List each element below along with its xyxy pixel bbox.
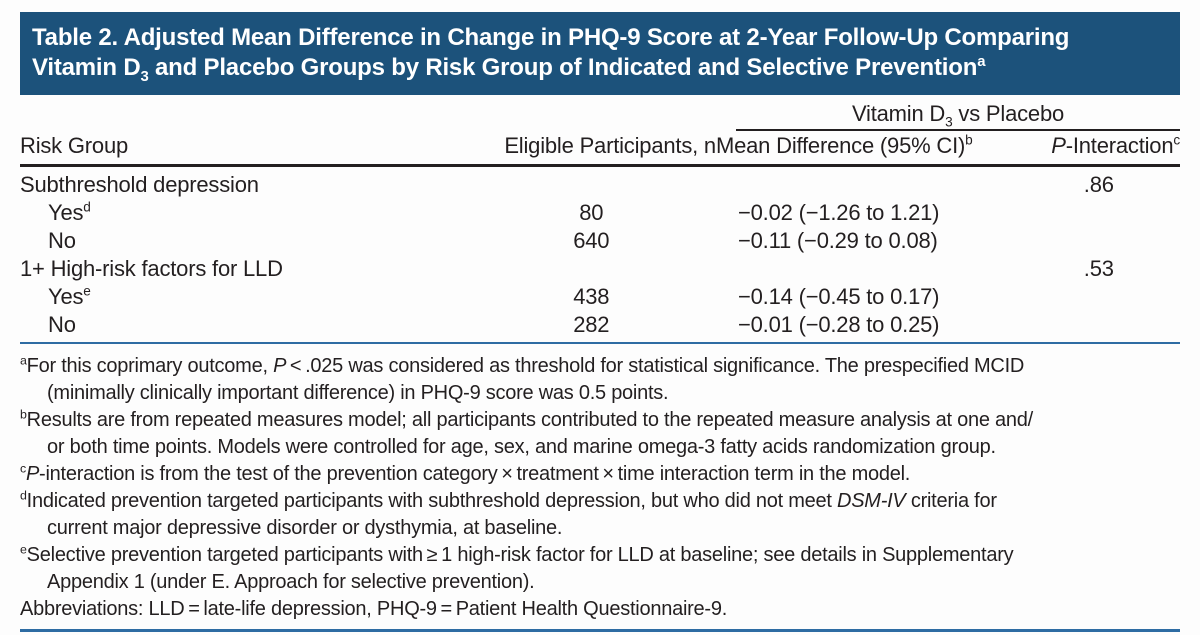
table-row-subthreshold-depression: Subthreshold depression .86: [20, 166, 1180, 200]
footnote-c-marker: c: [20, 461, 26, 476]
footnote-a: aFor this coprimary outcome, P < .025 wa…: [20, 353, 1025, 404]
p-interaction-cell: .86: [1083, 172, 1114, 197]
n-cell: 438: [573, 284, 610, 309]
table-title-line2: Vitamin D3 and Placebo Groups by Risk Gr…: [32, 54, 986, 84]
risk-group-cell: Yese: [48, 283, 91, 309]
table-title-bar: Table 2. Adjusted Mean Difference in Cha…: [20, 12, 1180, 95]
title-footnote-marker: a: [977, 54, 986, 70]
table-row-high-risk-factors: 1+ High-risk factors for LLD .53: [20, 255, 1180, 283]
mean-diff-cell: −0.02 (−1.26 to 1.21): [737, 200, 940, 225]
span-header-spacer: [20, 99, 716, 131]
footnote-e: eSelective prevention targeted participa…: [20, 542, 1014, 593]
abbreviations-line: Abbreviations: LLD = late-life depressio…: [20, 598, 728, 620]
footnote-a-marker: a: [20, 353, 27, 368]
footnote-d: dIndicated prevention targeted participa…: [20, 488, 997, 539]
n-cell: [467, 166, 716, 200]
n-cell: [467, 255, 716, 283]
span-header-row: Vitamin D3 vs Placebo: [20, 99, 1180, 131]
p-interaction-cell: [1018, 227, 1180, 255]
n-cell: 640: [573, 228, 610, 253]
risk-group-header: Risk Group: [20, 131, 467, 167]
results-table: Vitamin D3 vs Placebo Risk Group Eligibl…: [20, 99, 1180, 344]
yes-footnote-marker-e: e: [83, 283, 91, 299]
footnotes-block: aFor this coprimary outcome, P < .025 wa…: [20, 353, 1180, 623]
table-row-subthreshold-no: No 640 −0.11 (−0.29 to 0.08): [20, 227, 1180, 255]
footnote-b: bResults are from repeated measures mode…: [20, 407, 1033, 458]
mean-diff-cell: −0.01 (−0.28 to 0.25): [715, 311, 1018, 344]
mean-diff-cell: [716, 255, 1018, 283]
p-interaction-cell: [1018, 199, 1180, 227]
span-header-text: Vitamin D3 vs Placebo: [735, 99, 1180, 131]
yes-footnote-marker-d: d: [83, 199, 91, 215]
mean-diff-cell: −0.11 (−0.29 to 0.08): [737, 228, 938, 253]
risk-group-cell: No: [20, 311, 467, 344]
risk-group-cell: Yesd: [48, 199, 91, 225]
title-line2-rest: and Placebo Groups by Risk Group of Indi…: [148, 54, 978, 81]
title-d3-subscript: 3: [140, 68, 149, 85]
n-cell: 80: [579, 200, 604, 225]
risk-group-cell: Subthreshold depression: [20, 172, 259, 197]
d3-subscript: 3: [945, 114, 953, 130]
p-interaction-cell: .53: [1083, 256, 1114, 281]
table-row-high-risk-no: No 282 −0.01 (−0.28 to 0.25): [20, 311, 1180, 344]
footnote-b-marker: b: [20, 407, 27, 422]
table-row-high-risk-yes: Yese 438 −0.14 (−0.45 to 0.17): [20, 283, 1180, 311]
p-interaction-footnote-marker: c: [1173, 132, 1180, 148]
eligible-participants-header: Eligible Participants, n: [466, 131, 716, 167]
footnote-c: cP-interaction is from the test of the p…: [20, 461, 911, 485]
column-header-row: Risk Group Eligible Participants, n Mean…: [20, 131, 1180, 167]
footnote-e-marker: e: [20, 542, 27, 557]
table-row-subthreshold-yes: Yesd 80 −0.02 (−1.26 to 1.21): [20, 199, 1180, 227]
vitamin-d3-vs-placebo-header: Vitamin D3 vs Placebo: [716, 99, 1180, 131]
bottom-rule: [20, 629, 1180, 632]
p-interaction-cell: [1017, 311, 1180, 344]
footnote-d-marker: d: [20, 488, 27, 503]
p-interaction-cell: [1018, 283, 1180, 311]
p-interaction-header: P-Interactionc: [1017, 131, 1180, 167]
table-title-line1: Table 2. Adjusted Mean Difference in Cha…: [32, 24, 1070, 51]
mean-diff-footnote-marker: b: [965, 132, 973, 148]
risk-group-cell: No: [48, 228, 76, 253]
mean-diff-cell: [716, 166, 1018, 200]
n-cell: 282: [466, 311, 716, 344]
mean-difference-header: Mean Difference (95% CI)b: [715, 131, 1018, 167]
title-line2-text: Vitamin D: [32, 54, 141, 81]
mean-diff-cell: −0.14 (−0.45 to 0.17): [737, 284, 940, 309]
risk-group-cell: 1+ High-risk factors for LLD: [20, 256, 283, 281]
